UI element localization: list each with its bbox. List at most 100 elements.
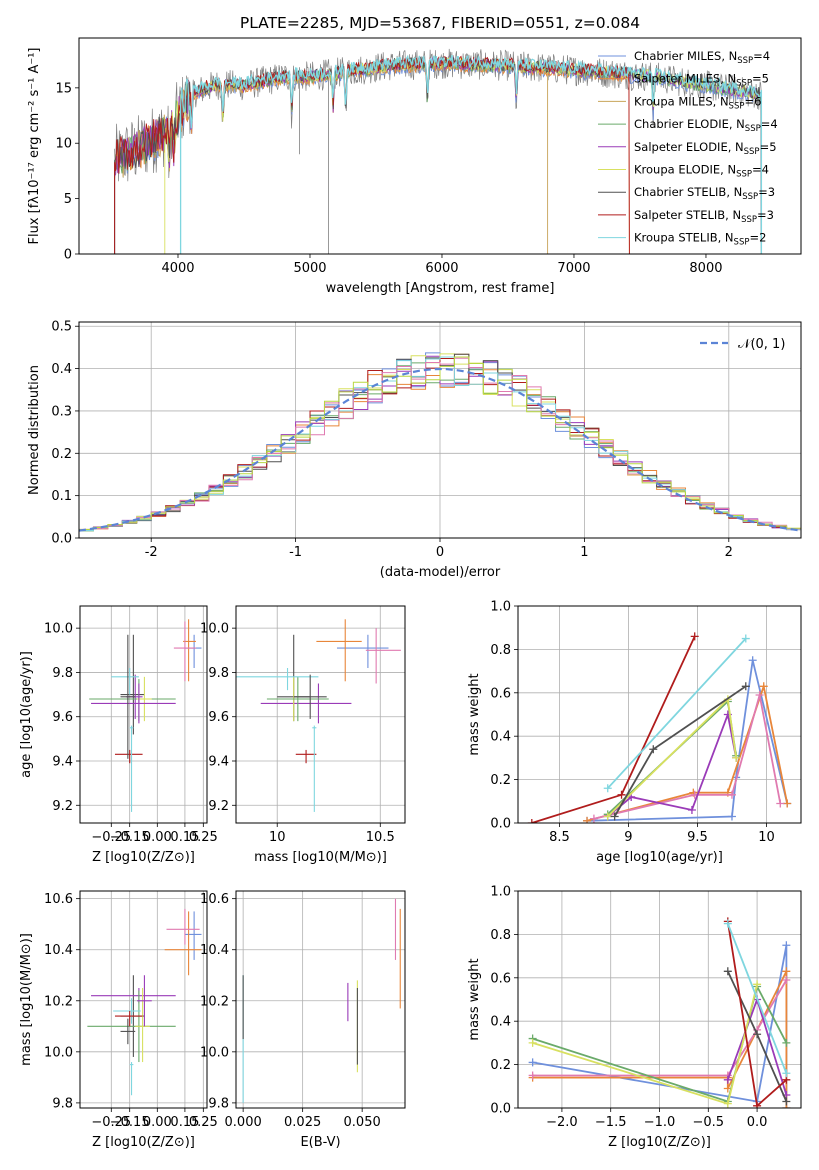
- model-spectrum: [114, 58, 549, 254]
- y-tick-label: 9.8: [208, 666, 229, 681]
- figure-title: PLATE=2285, MJD=53687, FIBERID=0551, z=0…: [240, 14, 640, 32]
- x-tick-label: 0.025: [284, 1115, 321, 1130]
- x-tick-label: 10: [758, 830, 775, 845]
- x-axis-label: Z [log10(Z/Z⊙)]: [92, 1135, 195, 1150]
- legend-subscript: SSP: [736, 79, 752, 89]
- x-tick-label: 0.25: [189, 1115, 218, 1130]
- plot-area: [528, 917, 791, 1108]
- y-tick-label: 0: [64, 248, 72, 263]
- y-tick-label: 10.4: [200, 943, 229, 958]
- weight-marker: [583, 816, 592, 823]
- weight-marker: [753, 1030, 762, 1039]
- x-tick-label: 7000: [557, 261, 590, 276]
- plot-area: [242, 898, 401, 1103]
- model-spectrum: [179, 54, 763, 254]
- weight-marker: [723, 919, 732, 928]
- weight-marker: [723, 1075, 732, 1084]
- x-tick-label: 0.00: [143, 830, 172, 845]
- y-axis-label: Flux [fλ10⁻¹⁷ erg cm⁻² s⁻¹ A⁻¹]: [27, 48, 42, 245]
- y-tick-label: 9.8: [52, 666, 73, 681]
- weight-marker: [723, 967, 732, 976]
- axes-frame: [517, 890, 802, 1109]
- legend-subscript: SSP: [741, 215, 757, 225]
- x-tick-label: 5000: [293, 261, 326, 276]
- y-tick-label: 0.4: [490, 730, 511, 745]
- legend-subscript: SSP: [742, 192, 758, 202]
- x-tick-label: 0: [436, 545, 444, 560]
- x-tick-label: 0.25: [189, 830, 218, 845]
- y-tick-label: 10.2: [44, 994, 73, 1009]
- legend-subscript: SSP: [744, 147, 760, 157]
- weight-marker: [528, 1058, 537, 1067]
- weight-marker: [759, 682, 768, 691]
- x-tick-label: 0.000: [225, 1115, 262, 1130]
- weight-marker: [589, 814, 598, 823]
- y-tick-label: 10.6: [44, 892, 73, 907]
- weight-series: [531, 636, 696, 823]
- weight-marker: [782, 941, 791, 950]
- y-tick-label: 9.8: [208, 1096, 229, 1111]
- x-tick-label: −0.25: [91, 830, 131, 845]
- y-tick-label: 0.6: [490, 686, 511, 701]
- legend-value: =3: [757, 208, 774, 222]
- y-tick-label: 0.1: [51, 489, 72, 504]
- y-tick-label: 0.5: [51, 320, 72, 335]
- x-tick-label: 10.5: [366, 830, 395, 845]
- axes-frame: [79, 890, 208, 1109]
- weight-marker: [528, 1038, 537, 1047]
- x-tick-label: −1.0: [644, 1115, 676, 1130]
- y-tick-label: 0.6: [490, 971, 511, 986]
- weight-marker: [776, 799, 785, 808]
- model-spectrum: [114, 58, 630, 254]
- axes-frame: [79, 605, 208, 824]
- axes-residuals: -2 -1 0 1 2 0.0 0.1 0.2 0.3 0.4 0.5 (data-model)/er…: [27, 320, 802, 580]
- weight-marker: [528, 1071, 537, 1080]
- weight-marker: [617, 790, 626, 799]
- x-tick-label: −0.5: [693, 1115, 725, 1130]
- y-tick-label: 5: [64, 192, 72, 207]
- y-tick-label: 0.0: [490, 1102, 511, 1117]
- y-tick-label: 0.0: [490, 817, 511, 832]
- y-tick-label: 0.4: [490, 1015, 511, 1030]
- x-tick-label: −0.15: [110, 1115, 150, 1130]
- weight-series: [607, 637, 747, 789]
- y-tick-label: 9.6: [208, 710, 229, 725]
- x-axis-label: Z [log10(Z/Z⊙)]: [608, 1135, 711, 1150]
- x-tick-label: 1: [580, 545, 588, 560]
- y-tick-label: 0.8: [490, 643, 511, 658]
- model-spectrum: [114, 55, 630, 254]
- weight-marker: [727, 790, 736, 799]
- weight-marker: [741, 682, 750, 691]
- y-tick-label: 10.2: [200, 994, 229, 1009]
- x-axis-label: age [log10(age/yr)]: [596, 850, 723, 865]
- axes-frame: [78, 321, 802, 539]
- legend-subscript: SSP: [729, 101, 745, 111]
- axes-Z-mass: −0.25−0.150.000.150.25 9.8 10.0 10.2 10.4 10.…: [19, 890, 218, 1150]
- weight-marker: [753, 980, 762, 989]
- y-tick-label: 0.3: [51, 404, 72, 419]
- x-axis-label: E(B-V): [300, 1135, 340, 1150]
- x-tick-label: -2: [145, 545, 158, 560]
- legend-label: Kroupa STELIB, NSSP=2: [634, 231, 766, 248]
- y-tick-label: 9.4: [208, 755, 229, 770]
- legend-label: Chabrier MILES, NSSP=4: [634, 49, 770, 66]
- weight-marker: [732, 753, 741, 762]
- plot-area: [79, 352, 801, 538]
- legend-value: =4: [752, 163, 769, 177]
- y-tick-label: 0.2: [51, 447, 72, 462]
- axes-frame: [78, 37, 802, 255]
- weight-marker: [687, 805, 696, 814]
- weight-marker: [782, 1069, 791, 1078]
- legend-subscript: SSP: [737, 56, 753, 66]
- legend-value: =2: [749, 231, 766, 245]
- weight-series: [607, 711, 737, 818]
- weight-marker: [741, 634, 750, 643]
- x-tick-label: 2: [725, 545, 733, 560]
- y-tick-label: 10.4: [44, 943, 73, 958]
- x-tick-label: −1.5: [595, 1115, 627, 1130]
- weight-marker: [610, 812, 619, 821]
- legend-value: =4: [753, 49, 770, 63]
- legend-label: Chabrier STELIB, NSSP=3: [634, 185, 775, 202]
- axes-frame: [235, 605, 406, 824]
- axes-frame: [235, 890, 406, 1109]
